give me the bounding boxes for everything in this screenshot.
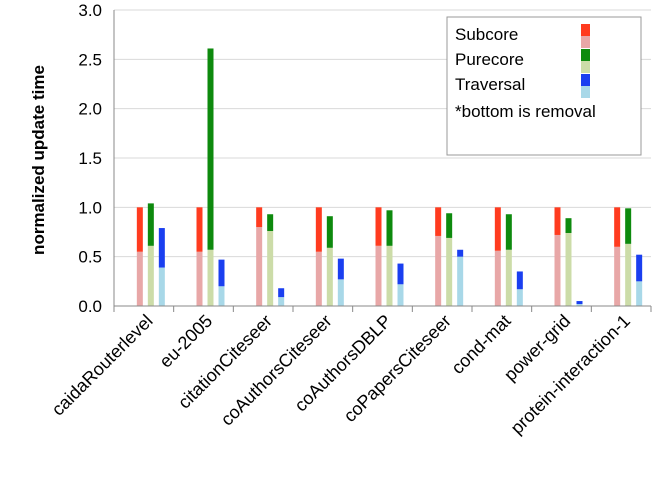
bar-removal-purecore xyxy=(625,243,632,306)
bar-removal-traversal xyxy=(278,297,285,306)
category-label: caidaRouterlevel xyxy=(48,311,157,420)
bar-removal-purecore xyxy=(386,245,393,306)
y-tick-label: 1.0 xyxy=(78,198,102,217)
legend-swatch-bottom xyxy=(581,61,590,73)
category-label: coPapersCiteseer xyxy=(340,311,455,426)
bar-insertion-subcore xyxy=(315,207,322,252)
bar-insertion-subcore xyxy=(494,207,501,251)
legend-swatch-bottom xyxy=(581,36,590,48)
category-label: coAuthorsCiteseer xyxy=(217,311,336,430)
bar-removal-purecore xyxy=(565,232,572,306)
bar-removal-purecore xyxy=(505,249,512,306)
y-tick-label: 0.0 xyxy=(78,297,102,316)
bar-insertion-purecore xyxy=(446,213,453,238)
bar-removal-subcore xyxy=(375,245,382,306)
legend-swatch-bottom xyxy=(581,86,590,98)
bar-insertion-traversal xyxy=(278,288,285,298)
bar-insertion-purecore xyxy=(565,218,572,233)
bar-insertion-traversal xyxy=(576,301,583,305)
bar-insertion-traversal xyxy=(337,258,344,280)
bar-removal-traversal xyxy=(516,289,523,306)
bar-removal-traversal xyxy=(218,286,225,306)
bar-removal-subcore xyxy=(256,227,263,306)
x-tick-marks xyxy=(113,306,652,312)
bar-insertion-purecore xyxy=(267,214,274,232)
legend-box xyxy=(446,16,642,156)
gridlines xyxy=(114,9,651,258)
bar-removal-traversal xyxy=(636,281,643,306)
legend-swatch-top xyxy=(581,49,590,61)
bar-insertion-subcore xyxy=(136,207,143,252)
y-tick-label: 3.0 xyxy=(78,1,102,20)
bar-insertion-traversal xyxy=(516,271,523,290)
bar-removal-traversal xyxy=(397,284,404,306)
bar-removal-subcore xyxy=(435,235,442,306)
bar-insertion-subcore xyxy=(435,207,442,236)
bar-removal-subcore xyxy=(196,251,203,306)
bar-insertion-traversal xyxy=(397,263,404,285)
bar-removal-subcore xyxy=(494,250,501,306)
legend-label-subcore: Subcore xyxy=(455,25,518,44)
bar-removal-traversal xyxy=(337,279,344,306)
bar-removal-purecore xyxy=(326,247,333,306)
bar-insertion-purecore xyxy=(625,208,632,244)
bar-insertion-purecore xyxy=(386,210,393,246)
bar-insertion-subcore xyxy=(614,207,621,247)
bar-removal-purecore xyxy=(446,237,453,306)
category-labels: caidaRouterleveleu-2005citationCiteseerc… xyxy=(48,311,634,438)
bar-removal-subcore xyxy=(315,251,322,306)
bar-insertion-traversal xyxy=(218,259,225,287)
bar-removal-subcore xyxy=(614,246,621,306)
bars xyxy=(136,48,643,306)
category-label: protein-interaction-1 xyxy=(507,311,634,438)
bar-insertion-traversal xyxy=(457,249,464,257)
legend: Subcore Purecore Traversal *bottom is remov… xyxy=(446,16,642,156)
bar-removal-purecore xyxy=(147,245,154,306)
y-tick-label: 1.5 xyxy=(78,149,102,168)
legend-swatch-top xyxy=(581,74,590,86)
y-axis-title: normalized update time xyxy=(29,65,48,255)
bar-removal-traversal xyxy=(457,256,464,306)
y-tick-label: 0.5 xyxy=(78,248,102,267)
bar-insertion-traversal xyxy=(636,254,643,282)
bar-removal-traversal xyxy=(576,304,583,306)
bar-insertion-purecore xyxy=(326,216,333,248)
bar-insertion-traversal xyxy=(158,228,165,268)
axes xyxy=(113,10,651,307)
bar-removal-subcore xyxy=(554,234,561,306)
category-label: eu-2005 xyxy=(155,311,216,372)
y-tick-label: 2.5 xyxy=(78,50,102,69)
bar-insertion-purecore xyxy=(207,48,214,250)
bar-removal-purecore xyxy=(267,231,274,306)
legend-label-purecore: Purecore xyxy=(455,50,524,69)
legend-note: *bottom is removal xyxy=(455,102,596,121)
bar-insertion-subcore xyxy=(196,207,203,252)
legend-swatch-top xyxy=(581,24,590,36)
y-tick-labels: 0.0 0.5 1.0 1.5 2.0 2.5 3.0 xyxy=(78,1,102,316)
legend-label-traversal: Traversal xyxy=(455,75,525,94)
bar-insertion-purecore xyxy=(505,214,512,250)
bar-insertion-subcore xyxy=(256,207,263,228)
bar-removal-purecore xyxy=(207,249,214,306)
bar-insertion-subcore xyxy=(375,207,382,246)
y-tick-label: 2.0 xyxy=(78,100,102,119)
bar-insertion-purecore xyxy=(147,203,154,246)
bar-insertion-subcore xyxy=(554,207,561,235)
bar-removal-traversal xyxy=(158,267,165,306)
bar-removal-subcore xyxy=(136,251,143,306)
